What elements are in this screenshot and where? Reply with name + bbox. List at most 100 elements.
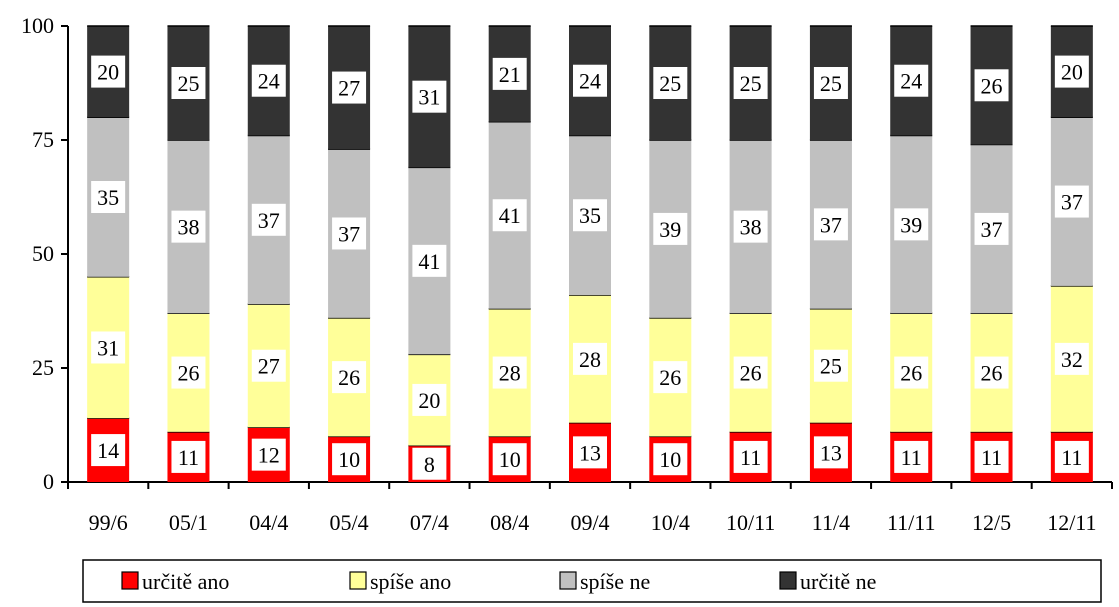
bar-stack: 11 26 38 25 — [167, 25, 210, 482]
x-tick-label: 05/4 — [330, 510, 369, 535]
data-label-box — [733, 67, 768, 99]
x-tick-label: 11/4 — [812, 510, 850, 535]
data-label-box — [894, 356, 929, 389]
data-label: 14 — [97, 438, 119, 463]
data-label: 26 — [659, 365, 681, 390]
data-label: 25 — [820, 354, 842, 379]
data-label-box — [412, 383, 447, 416]
data-label-box — [492, 57, 527, 90]
data-label-box — [1054, 185, 1089, 218]
bar-stack: 10 28 41 21 — [488, 25, 531, 482]
data-label: 27 — [338, 76, 360, 101]
data-label: 25 — [659, 71, 681, 96]
data-label: 26 — [981, 73, 1003, 98]
data-label-box — [653, 67, 688, 99]
data-label-box — [653, 212, 688, 245]
data-label: 25 — [177, 71, 199, 96]
bar-stack: 11 26 37 26 — [970, 25, 1013, 482]
data-label-box — [573, 64, 607, 97]
data-label-box — [251, 349, 286, 382]
data-label: 20 — [97, 60, 119, 85]
data-label-box — [91, 434, 126, 467]
x-tick-label: 10/4 — [651, 510, 690, 535]
data-label: 20 — [1061, 60, 1083, 85]
data-label: 11 — [901, 445, 922, 470]
data-label: 24 — [579, 69, 601, 94]
data-label-box — [251, 64, 286, 97]
data-label: 37 — [258, 208, 280, 233]
data-label-box — [573, 436, 607, 469]
data-label: 41 — [499, 203, 521, 228]
data-label: 26 — [177, 361, 199, 386]
data-label: 35 — [97, 185, 119, 210]
bar-stack: 13 28 35 24 — [569, 25, 611, 482]
y-tick-label: 100 — [21, 13, 54, 38]
data-label: 13 — [820, 440, 842, 465]
data-label-box — [1054, 440, 1089, 473]
data-label-box — [813, 436, 848, 469]
data-label: 13 — [579, 440, 601, 465]
data-label-box — [492, 199, 527, 232]
data-label-box — [332, 361, 367, 394]
data-label-box — [653, 361, 688, 394]
data-label: 10 — [338, 447, 360, 472]
data-label-box — [91, 331, 126, 364]
data-label: 39 — [900, 212, 922, 237]
data-label: 28 — [499, 361, 521, 386]
x-tick-label: 12/5 — [972, 510, 1011, 535]
legend-label: spíše ne — [580, 569, 650, 594]
data-label-box — [573, 199, 607, 232]
x-tick-label: 04/4 — [249, 510, 288, 535]
data-label: 11 — [740, 445, 761, 470]
data-label-box — [251, 203, 286, 236]
data-label-box — [974, 212, 1009, 245]
bar-stack: 12 27 37 24 — [247, 25, 290, 482]
data-label: 11 — [178, 445, 199, 470]
data-label: 37 — [981, 217, 1003, 242]
data-label-box — [813, 67, 848, 99]
legend-label: určitě ne — [800, 569, 876, 594]
x-tick-label: 10/11 — [726, 510, 775, 535]
bar-stack: 10 26 39 25 — [649, 25, 692, 482]
data-label-box — [492, 443, 527, 476]
data-label: 10 — [499, 447, 521, 472]
x-tick-label: 05/1 — [169, 510, 208, 535]
data-label: 24 — [900, 69, 922, 94]
data-label: 26 — [740, 361, 762, 386]
data-label: 31 — [97, 335, 119, 360]
data-label: 25 — [740, 71, 762, 96]
data-label: 32 — [1061, 347, 1083, 372]
data-label: 26 — [900, 361, 922, 386]
data-label: 37 — [338, 221, 360, 246]
data-label: 21 — [499, 62, 521, 87]
y-tick-label: 0 — [43, 469, 54, 494]
x-axis: 99/6 05/1 04/4 05/4 07/4 08/4 09/4 10/4 10/11 11/… — [67, 481, 1113, 535]
legend-swatch — [559, 571, 577, 590]
data-label: 11 — [981, 445, 1002, 470]
data-label-box — [974, 356, 1009, 389]
data-label: 41 — [418, 249, 440, 274]
data-label-box — [412, 447, 447, 480]
data-label-box — [974, 440, 1009, 473]
data-label-box — [733, 440, 768, 473]
y-axis: 0 25 50 75 100 — [21, 13, 69, 494]
data-label: 38 — [177, 215, 199, 240]
bar-stack: 8 20 41 31 — [408, 25, 451, 482]
legend-swatch — [349, 571, 367, 590]
data-label-box — [813, 208, 848, 241]
data-label-box — [492, 356, 527, 389]
x-tick-label: 11/11 — [887, 510, 935, 535]
data-label-box — [894, 440, 929, 473]
data-label: 39 — [659, 217, 681, 242]
data-label: 8 — [424, 452, 435, 477]
x-tick-label: 09/4 — [570, 510, 609, 535]
data-label: 26 — [981, 361, 1003, 386]
legend: určitě ano spíše ano spíše ne určitě ne — [82, 559, 1102, 603]
data-label-box — [653, 443, 688, 476]
data-label-box — [171, 440, 206, 473]
data-label-box — [332, 71, 367, 104]
data-label-box — [91, 181, 126, 213]
legend-swatch — [779, 571, 797, 590]
